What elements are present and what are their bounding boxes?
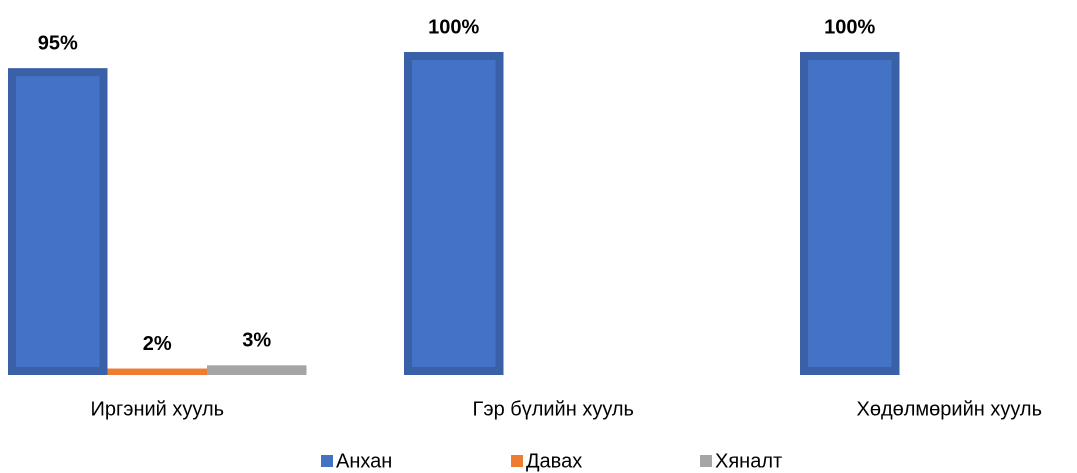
x-tick-label: Гэр бүлийн хууль xyxy=(473,398,634,420)
bar xyxy=(207,365,307,375)
legend-label: Давах xyxy=(526,450,582,472)
data-label: 95% xyxy=(38,32,78,54)
data-label: 100% xyxy=(428,16,479,38)
bar xyxy=(8,68,108,376)
bar xyxy=(404,52,504,375)
legend-label: Анхан xyxy=(336,450,392,472)
legend-swatch xyxy=(700,455,712,467)
legend-swatch xyxy=(321,455,333,467)
bar xyxy=(107,368,207,375)
bar xyxy=(800,52,900,375)
legend-swatch xyxy=(511,455,523,467)
data-label: 3% xyxy=(242,330,271,352)
legend-label: Хяналт xyxy=(715,450,782,472)
data-label: 2% xyxy=(143,333,172,355)
data-label: 100% xyxy=(824,16,875,38)
x-tick-label: Хөдөлмөрийн хууль xyxy=(856,398,1042,420)
x-tick-label: Иргэний хууль xyxy=(90,398,224,420)
